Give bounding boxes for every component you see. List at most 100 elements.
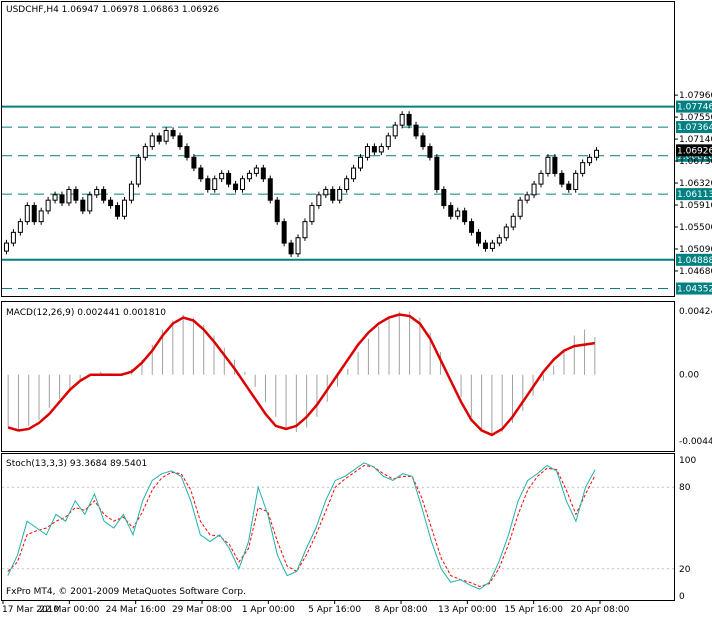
x-tick-label-3: 29 Mar 08:00 <box>172 605 232 615</box>
level-label-5: 1.04352 <box>677 285 712 295</box>
x-tick-label-0: 17 Mar 2010 <box>2 605 59 615</box>
candle-body-44 <box>309 205 315 223</box>
macd-tick-label-1: 0.00 <box>679 371 699 381</box>
x-tick-label-9: 20 Apr 08:00 <box>571 605 630 615</box>
candle-body-71 <box>496 237 502 244</box>
candle-body-27 <box>191 156 197 169</box>
candle-body-42 <box>295 237 301 255</box>
stoch-label: Stoch(13,3,3) 93.3684 89.5401 <box>6 459 147 469</box>
candle-body-70 <box>489 242 495 249</box>
candle-body-22 <box>156 135 162 142</box>
price-tick-label-4: 1.06320 <box>679 179 712 189</box>
candle-body-2 <box>17 221 23 233</box>
candles <box>3 111 600 258</box>
candle-body-17 <box>121 199 127 217</box>
candle-body-83 <box>580 162 586 174</box>
x-tick-label-2: 24 Mar 16:00 <box>106 605 166 615</box>
candle-body-79 <box>552 156 558 174</box>
x-tick-label-5: 5 Apr 16:00 <box>308 605 361 615</box>
candle-body-20 <box>142 146 148 158</box>
price-tick-label-0: 1.07960 <box>679 91 712 101</box>
candle-body-67 <box>469 221 475 233</box>
candle-body-65 <box>455 210 461 217</box>
x-tick-label-7: 13 Apr 00:00 <box>438 605 497 615</box>
candle-body-30 <box>212 178 218 190</box>
level-box-4 <box>676 253 712 266</box>
candle-body-12 <box>87 194 93 212</box>
y-ticks: 1.07960 1.07550 1.07140 1.06730 1.06320 1.059… <box>674 91 712 602</box>
candle-body-49 <box>344 178 350 190</box>
candle-body-84 <box>587 156 593 164</box>
candle-body-57 <box>399 113 405 126</box>
x-tick-label-4: 1 Apr 00:00 <box>242 605 295 615</box>
price-tick-label-2: 1.07140 <box>679 135 712 145</box>
candle-body-61 <box>427 146 433 158</box>
price-tick-label-1: 1.07550 <box>679 113 712 123</box>
candle-body-3 <box>24 205 30 223</box>
candle-body-33 <box>233 183 239 190</box>
price-tick-label-6: 1.05500 <box>679 223 712 233</box>
level-label-4: 1.04888 <box>677 256 712 266</box>
candle-body-73 <box>510 215 516 228</box>
candle-body-72 <box>503 226 509 239</box>
level-label-0: 1.07746 <box>677 103 712 113</box>
candle-body-75 <box>524 194 530 201</box>
candle-body-48 <box>337 188 343 201</box>
level-box-0 <box>676 100 712 113</box>
candle-body-77 <box>538 172 544 185</box>
stoch-tick-label-0: 100 <box>679 456 696 466</box>
price-panel <box>1 1 675 297</box>
level-label-1: 1.07364 <box>677 123 712 133</box>
candle-body-55 <box>385 135 391 148</box>
macd-label: MACD(12,26,9) 0.002441 0.001810 <box>6 308 166 318</box>
macd-tick-label-0: 0.00424 <box>679 307 712 317</box>
macd-series <box>7 311 596 437</box>
candle-body-36 <box>253 167 259 174</box>
candle-body-46 <box>323 188 329 196</box>
candle-body-4 <box>31 205 37 223</box>
candle-body-43 <box>302 221 308 239</box>
candle-body-13 <box>94 188 100 196</box>
candle-body-47 <box>330 188 336 201</box>
candle-body-37 <box>260 167 266 180</box>
candle-body-63 <box>441 188 447 207</box>
candle-body-85 <box>594 149 600 158</box>
stoch-panel <box>1 453 675 601</box>
candle-body-24 <box>170 130 176 137</box>
candle-body-19 <box>135 156 141 185</box>
current-price-box <box>676 144 712 157</box>
candle-body-58 <box>406 113 412 126</box>
candle-body-25 <box>177 135 183 148</box>
candle-body-31 <box>219 172 225 180</box>
stoch-tick-label-1: 80 <box>679 483 691 493</box>
level-label-3: 1.06113 <box>677 190 712 200</box>
candle-body-15 <box>108 199 114 207</box>
candle-body-7 <box>52 194 58 201</box>
candle-body-81 <box>566 183 572 190</box>
candle-body-34 <box>239 178 245 190</box>
candle-body-8 <box>59 194 65 204</box>
candle-body-69 <box>482 242 488 249</box>
candle-body-51 <box>358 156 364 169</box>
candle-body-64 <box>448 205 454 217</box>
price-tick-label-7: 1.05090 <box>679 245 712 255</box>
level-label-2: 1.06828 <box>677 152 712 162</box>
candle-body-10 <box>73 188 79 201</box>
candle-body-28 <box>198 167 204 180</box>
candle-body-6 <box>45 199 51 212</box>
candle-body-76 <box>531 183 537 196</box>
current-price-label: 1.06926 <box>677 146 712 156</box>
candle-body-29 <box>205 178 211 190</box>
candle-body-62 <box>434 156 440 190</box>
candle-body-78 <box>545 156 551 174</box>
candle-body-60 <box>420 135 426 148</box>
candle-body-39 <box>274 199 280 223</box>
x-tick-label-1: 22 Mar 00:00 <box>39 605 99 615</box>
candle-body-52 <box>364 146 370 158</box>
footer-copyright: FxPro MT4, © 2001-2009 MetaQuotes Softwa… <box>6 587 246 597</box>
stoch-main-line <box>7 462 596 590</box>
candle-body-53 <box>371 146 377 153</box>
x-tick-label-8: 15 Apr 16:00 <box>504 605 563 615</box>
